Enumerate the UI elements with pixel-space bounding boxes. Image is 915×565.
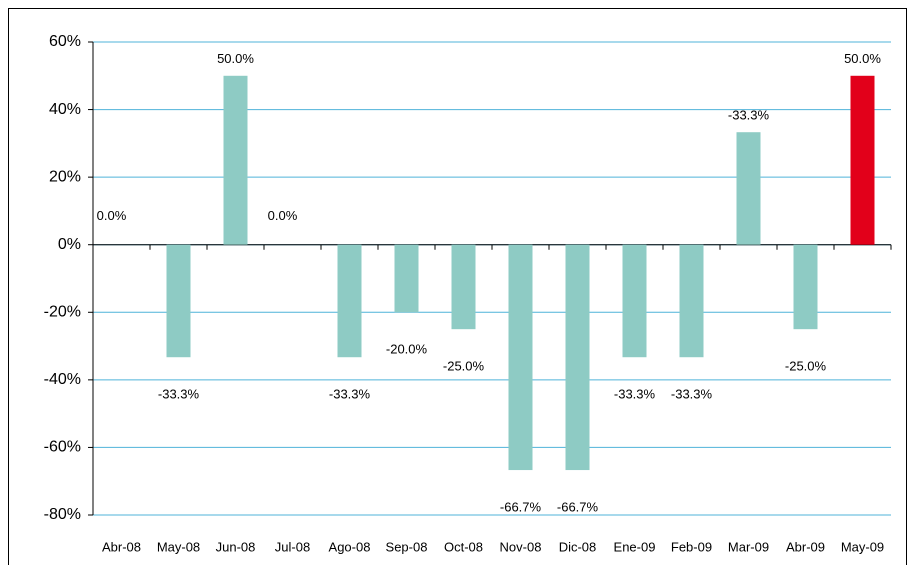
x-tick-label: Oct-08 bbox=[444, 539, 483, 554]
x-tick-label: Abr-08 bbox=[102, 539, 141, 554]
data-label: -33.3% bbox=[329, 387, 371, 402]
x-tick-label: Feb-09 bbox=[671, 539, 712, 554]
data-label: -33.3% bbox=[158, 387, 200, 402]
bar bbox=[850, 75, 875, 245]
data-label: -20.0% bbox=[386, 342, 428, 357]
y-tick-label: 40% bbox=[49, 101, 81, 118]
x-tick-label: May-09 bbox=[841, 539, 884, 554]
bar bbox=[736, 132, 761, 245]
y-tick-label: 20% bbox=[49, 168, 81, 185]
bar bbox=[793, 244, 818, 330]
x-tick-label: Ago-08 bbox=[329, 539, 371, 554]
bar bbox=[166, 244, 191, 358]
x-tick-label: May-08 bbox=[157, 539, 200, 554]
bar bbox=[223, 75, 248, 245]
data-label: -33.3% bbox=[614, 387, 656, 402]
data-label: -25.0% bbox=[443, 359, 485, 374]
bar bbox=[451, 244, 476, 330]
bar bbox=[337, 244, 362, 358]
x-tick-label: Sep-08 bbox=[386, 539, 428, 554]
bar bbox=[394, 244, 419, 313]
data-label: -66.7% bbox=[500, 500, 542, 515]
x-tick-label: Mar-09 bbox=[728, 539, 769, 554]
data-label: -33.3% bbox=[671, 387, 713, 402]
x-tick-label: Jul-08 bbox=[275, 539, 310, 554]
y-tick-label: -60% bbox=[44, 439, 81, 456]
data-label: -66.7% bbox=[557, 500, 599, 515]
y-tick-label: -40% bbox=[44, 371, 81, 388]
y-tick-label: -80% bbox=[44, 506, 81, 523]
chart-frame bbox=[8, 8, 907, 565]
data-label: -25.0% bbox=[785, 359, 827, 374]
x-tick-label: Nov-08 bbox=[500, 539, 542, 554]
x-tick-label: Ene-09 bbox=[614, 539, 656, 554]
data-label: 0.0% bbox=[268, 208, 298, 223]
data-label: 50.0% bbox=[844, 51, 881, 66]
bar bbox=[622, 244, 647, 358]
x-tick-label: Dic-08 bbox=[559, 539, 597, 554]
bar bbox=[508, 244, 533, 471]
bar bbox=[565, 244, 590, 471]
data-label: -33.3% bbox=[728, 108, 770, 123]
bar bbox=[679, 244, 704, 358]
data-label: 0.0% bbox=[97, 208, 127, 223]
y-tick-label: 0% bbox=[58, 236, 81, 253]
y-tick-label: -20% bbox=[44, 304, 81, 321]
x-tick-label: Jun-08 bbox=[216, 539, 256, 554]
y-tick-label: 60% bbox=[49, 33, 81, 50]
data-label: 50.0% bbox=[217, 51, 254, 66]
x-tick-label: Abr-09 bbox=[786, 539, 825, 554]
